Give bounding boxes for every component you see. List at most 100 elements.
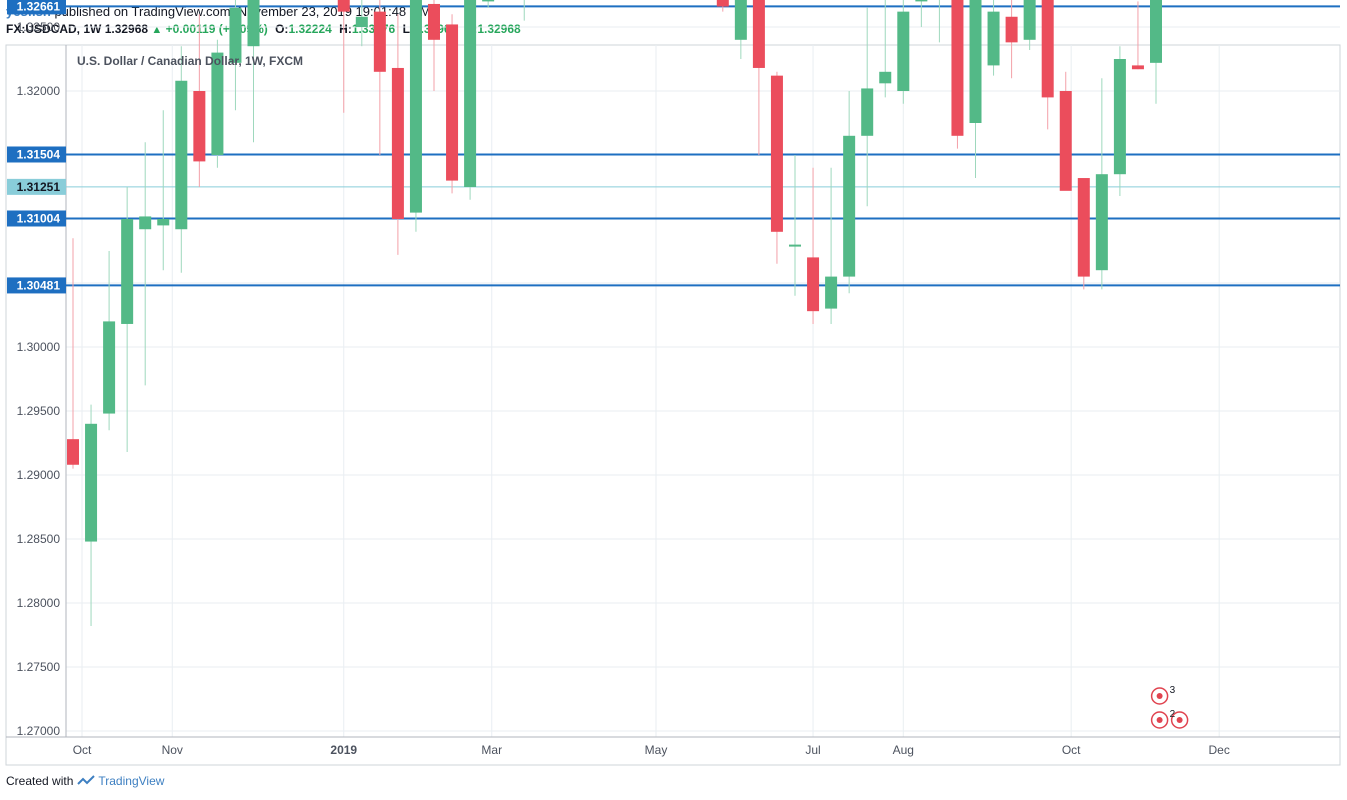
candle-down (716, 0, 729, 7)
symbol-interval: FX:USDCAD, 1W (6, 22, 102, 36)
candle-up (987, 11, 1000, 66)
tradingview-logo-icon (77, 775, 96, 785)
close-value: 1.32968 (477, 22, 521, 36)
candle-up (1113, 59, 1126, 175)
price-tick-label: 1.29000 (17, 468, 61, 482)
footer: Created with TradingView (6, 774, 164, 788)
price-tick-label: 1.28000 (17, 596, 61, 610)
time-axis: Oct Nov 2019 Mar May Jul Aug Oct Dec (73, 743, 1230, 757)
price-tick-label: 1.29500 (17, 404, 61, 418)
price-tick-label: 1.27000 (17, 724, 61, 738)
price-chart[interactable]: 1.27000 1.27500 1.28000 1.28500 1.29000 1.295… (0, 0, 1347, 770)
time-tick-label: Mar (481, 743, 502, 757)
candle-down (1077, 178, 1090, 277)
price-tick-label: 1.28500 (17, 532, 61, 546)
candle-up (247, 0, 260, 47)
candle-up (969, 0, 982, 124)
candle-down (1005, 16, 1018, 43)
candle-up (843, 135, 856, 277)
time-tick-label: Nov (162, 743, 183, 757)
candle-up (861, 88, 874, 136)
event-count: 3 (1170, 685, 1176, 696)
event-count: 2 (1170, 709, 1176, 720)
candle-down (1041, 0, 1054, 98)
level-labels: 1.366001.355021.344661.344571.338561.333… (7, 0, 66, 294)
candle-up (897, 11, 910, 92)
level-label-bg (7, 210, 66, 227)
candle-down (752, 0, 765, 68)
level-label: 1.30481 (17, 278, 61, 292)
event-marker-dot (1156, 717, 1163, 723)
candle-up (1095, 174, 1108, 271)
candle-up (121, 219, 134, 324)
grid-lines (66, 26, 1340, 737)
last-price: 1.32968 (104, 22, 149, 36)
candle-down (193, 91, 206, 162)
chart-frame (5, 44, 1341, 766)
candle-up (464, 0, 477, 188)
candlestick-series (67, 0, 1162, 627)
candle-up (1150, 0, 1162, 63)
time-tick-label: Oct (73, 743, 92, 757)
candle-up (139, 216, 152, 230)
candle-up (482, 0, 495, 2)
time-tick-label: Oct (1062, 743, 1081, 757)
horizontal-levels (66, 5, 1340, 287)
candle-up (211, 52, 224, 155)
candle-down (1059, 91, 1072, 191)
candle-up (789, 244, 801, 247)
candle-up (355, 16, 368, 27)
candle-down (391, 67, 404, 220)
level-label-bg (7, 277, 66, 294)
open-value: 1.32224 (288, 22, 332, 36)
tradingview-brand[interactable]: TradingView (98, 774, 165, 788)
price-axis: 1.27000 1.27500 1.28000 1.28500 1.29000 1.295… (17, 20, 61, 738)
high-label: H: (339, 22, 352, 36)
level-label-bg (7, 0, 66, 15)
candle-down (428, 3, 440, 40)
candle-down (67, 439, 79, 465)
event-marker-dot (1156, 693, 1163, 699)
price-tick-label: 1.32500 (17, 20, 61, 34)
candle-up (229, 7, 242, 63)
candle-down (807, 257, 820, 312)
candle-down (1131, 65, 1144, 70)
candle-down (337, 0, 350, 12)
time-tick-label: May (645, 743, 668, 757)
candle-up (409, 0, 422, 213)
level-label: 1.31251 (17, 180, 61, 194)
candle-up (175, 80, 188, 230)
candle-down (373, 11, 386, 72)
flag-dot (1176, 717, 1183, 723)
chart-title: U.S. Dollar / Canadian Dollar, 1W, FXCM (77, 54, 303, 68)
candle-up (1023, 0, 1036, 40)
time-tick-label: Dec (1209, 743, 1230, 757)
candle-up (734, 0, 747, 40)
candle-up (157, 219, 170, 226)
candle-down (770, 75, 783, 232)
candle-up (85, 423, 98, 542)
created-with-text: Created with (6, 774, 74, 788)
event-markers[interactable]: 32 (1150, 685, 1189, 729)
level-label: 1.31004 (17, 211, 61, 225)
level-label: 1.31504 (17, 147, 61, 161)
candle-up (825, 276, 838, 309)
candle-down (446, 24, 459, 181)
candle-up (103, 321, 116, 414)
time-tick-label: 2019 (330, 743, 357, 757)
price-change: +0.00119 (+0.09%) (165, 22, 268, 36)
price-tick-label: 1.32000 (17, 84, 61, 98)
candle-down (951, 0, 964, 136)
up-arrow-icon: ▲ (151, 24, 163, 36)
level-label: 1.32661 (17, 0, 61, 13)
level-label-bg (7, 178, 66, 195)
candle-up (879, 71, 892, 84)
time-tick-label: Jul (805, 743, 820, 757)
price-tick-label: 1.30000 (17, 340, 61, 354)
open-label: O: (275, 22, 289, 36)
low-label: L: (402, 22, 414, 36)
price-tick-label: 1.27500 (17, 660, 61, 674)
time-tick-label: Aug (893, 743, 914, 757)
candle-up (915, 0, 928, 2)
level-label-bg (7, 146, 66, 163)
